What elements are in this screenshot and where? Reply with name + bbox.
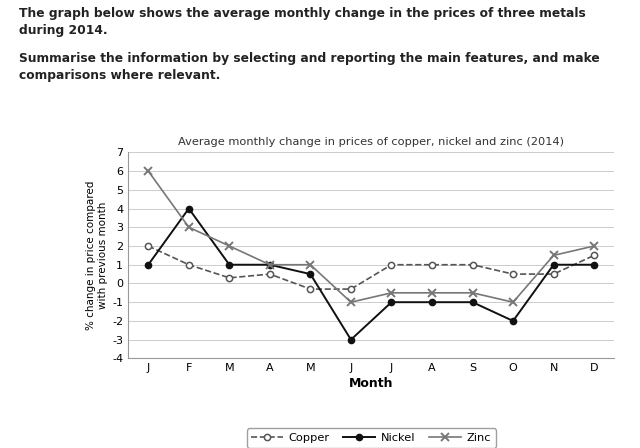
Text: The graph below shows the average monthly change in the prices of three metals
d: The graph below shows the average monthl…	[19, 7, 586, 37]
X-axis label: Month: Month	[349, 377, 394, 390]
Legend: Copper, Nickel, Zinc: Copper, Nickel, Zinc	[246, 428, 496, 448]
Title: Average monthly change in prices of copper, nickel and zinc (2014): Average monthly change in prices of copp…	[178, 138, 564, 147]
Y-axis label: % change in price compared
with previous month: % change in price compared with previous…	[86, 181, 108, 330]
Text: Summarise the information by selecting and reporting the main features, and make: Summarise the information by selecting a…	[19, 52, 600, 82]
